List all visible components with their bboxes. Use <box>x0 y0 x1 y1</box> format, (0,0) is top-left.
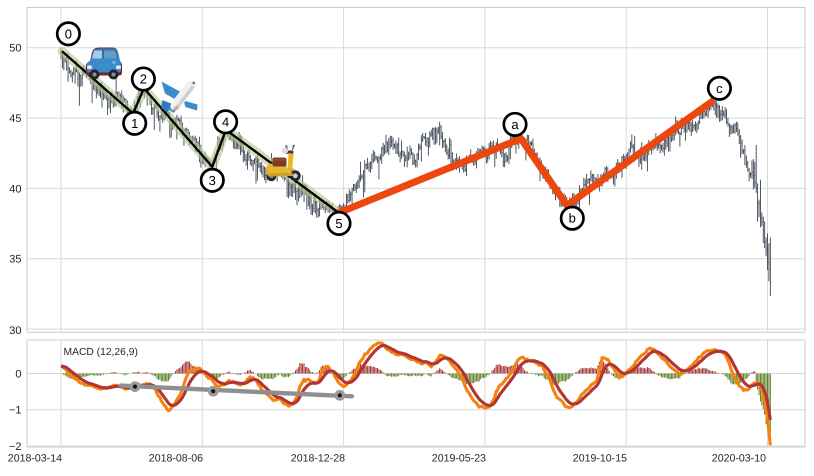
svg-text:30: 30 <box>9 325 21 337</box>
svg-text:b: b <box>569 211 576 226</box>
svg-text:0: 0 <box>15 368 21 380</box>
svg-text:1: 1 <box>131 116 138 131</box>
svg-text:3: 3 <box>209 173 216 188</box>
svg-text:2: 2 <box>140 72 147 87</box>
svg-text:2019-05-23: 2019-05-23 <box>432 452 486 464</box>
svg-text:50: 50 <box>9 43 21 55</box>
svg-text:a: a <box>511 117 519 132</box>
svg-text:2018-12-28: 2018-12-28 <box>291 452 345 464</box>
svg-text:2019-10-15: 2019-10-15 <box>573 452 627 464</box>
svg-text:−1: −1 <box>9 405 22 417</box>
svg-text:c: c <box>716 81 723 96</box>
svg-text:2018-03-14: 2018-03-14 <box>8 452 62 464</box>
svg-text:2018-08-06: 2018-08-06 <box>149 452 203 464</box>
svg-text:4: 4 <box>222 114 229 129</box>
svg-text:2020-03-10: 2020-03-10 <box>712 452 766 464</box>
svg-text:40: 40 <box>9 183 21 195</box>
svg-text:−2: −2 <box>9 441 22 453</box>
svg-text:MACD (12,26,9): MACD (12,26,9) <box>64 347 138 358</box>
svg-text:45: 45 <box>9 113 21 125</box>
svg-text:35: 35 <box>9 254 21 266</box>
svg-text:5: 5 <box>335 216 342 231</box>
svg-text:0: 0 <box>65 26 72 41</box>
